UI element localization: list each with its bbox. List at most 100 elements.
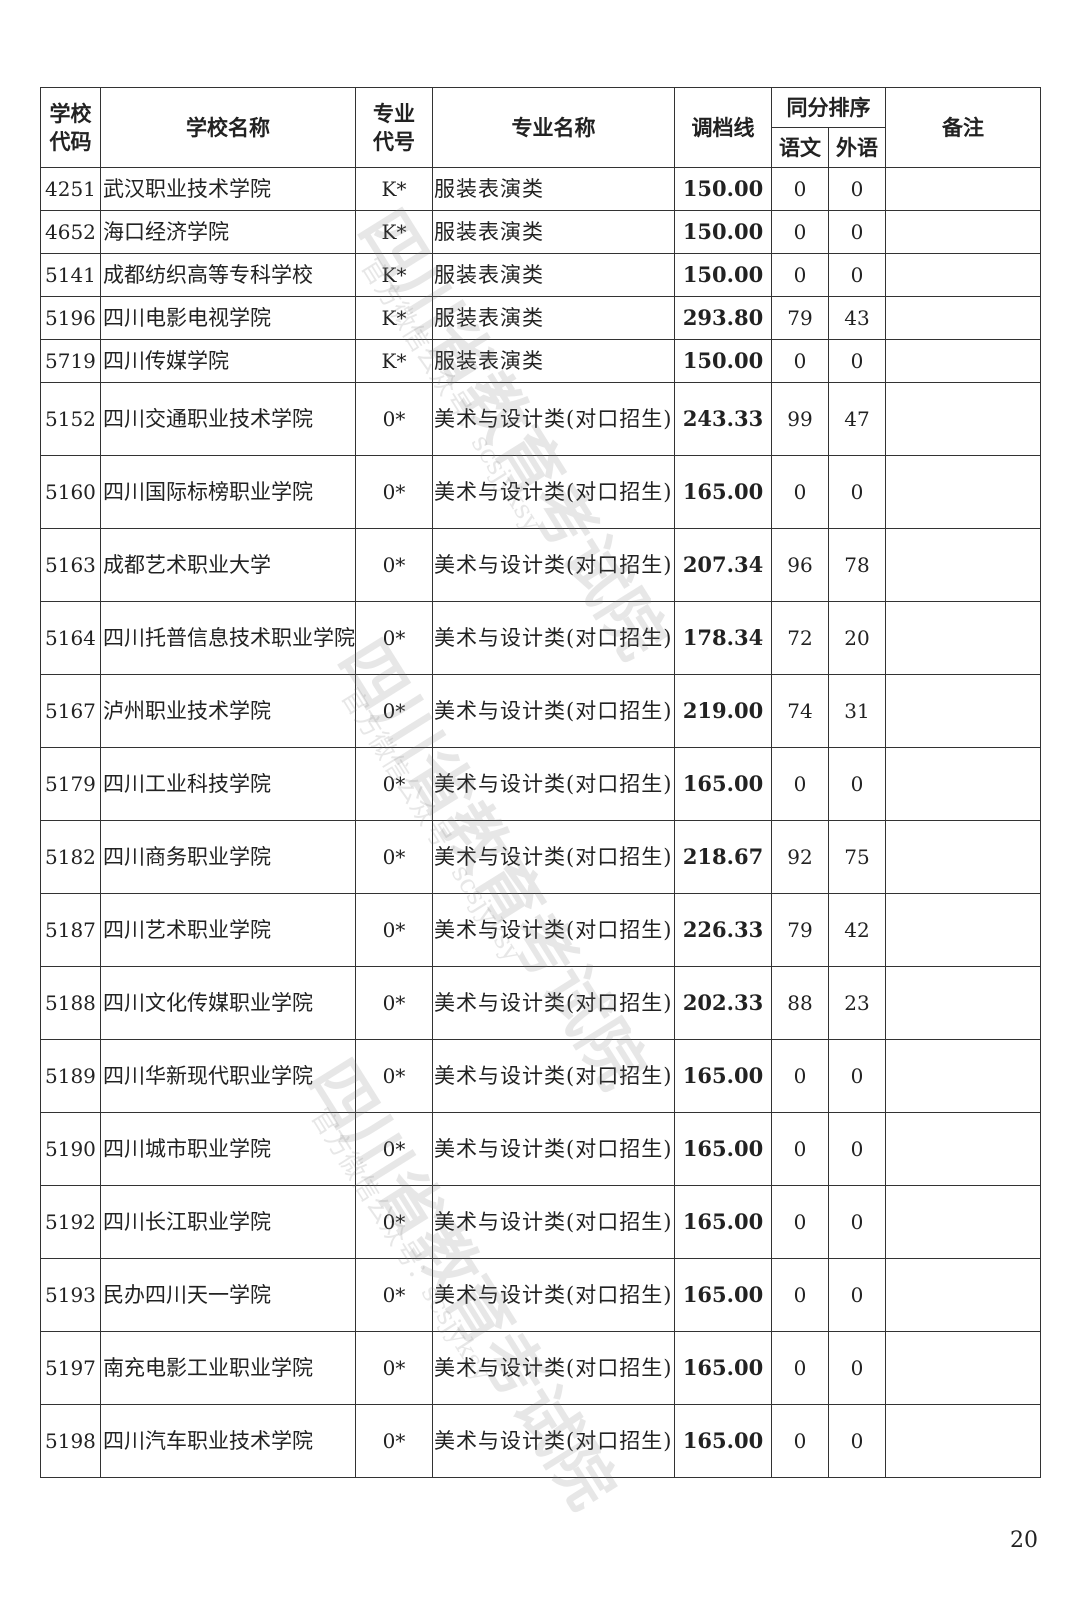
major-name-cell: 美术与设计类(对口招生) [432, 455, 675, 529]
school-code-cell: 4652 [40, 210, 101, 254]
remarks-cell [885, 674, 1041, 748]
school-name-cell: 四川文化传媒职业学院 [100, 966, 356, 1040]
school-name-cell: 四川交通职业技术学院 [100, 382, 356, 456]
major-code-cell: 0* [355, 1258, 433, 1332]
foreign-rank-cell: 0 [828, 1185, 886, 1259]
school-code-cell: 5164 [40, 601, 101, 675]
major-name-cell: 服装表演类 [432, 253, 675, 297]
major-name-cell: 美术与设计类(对口招生) [432, 1331, 675, 1405]
chinese-rank-cell: 0 [771, 455, 829, 529]
remarks-cell [885, 455, 1041, 529]
school-code-cell: 5193 [40, 1258, 101, 1332]
foreign-rank-cell: 78 [828, 528, 886, 602]
chinese-rank-cell: 99 [771, 382, 829, 456]
major-code-cell: K* [355, 296, 433, 340]
remarks-cell [885, 339, 1041, 383]
remarks-cell [885, 1039, 1041, 1113]
chinese-rank-cell: 74 [771, 674, 829, 748]
cutoff-score-cell: 165.00 [674, 1185, 772, 1259]
table-row: 5179 四川工业科技学院 0* 美术与设计类(对口招生) 165.00 0 0 [40, 747, 1041, 821]
school-name-cell: 四川商务职业学院 [100, 820, 356, 894]
school-code-cell: 5163 [40, 528, 101, 602]
table-row: 5192 四川长江职业学院 0* 美术与设计类(对口招生) 165.00 0 0 [40, 1185, 1041, 1259]
remarks-cell [885, 1258, 1041, 1332]
chinese-rank-cell: 0 [771, 210, 829, 254]
cutoff-score-cell: 219.00 [674, 674, 772, 748]
major-name-cell: 美术与设计类(对口招生) [432, 820, 675, 894]
cutoff-score-cell: 178.34 [674, 601, 772, 675]
cutoff-score-cell: 293.80 [674, 296, 772, 340]
school-code-cell: 5152 [40, 382, 101, 456]
major-name-cell: 美术与设计类(对口招生) [432, 747, 675, 821]
cutoff-score-cell: 218.67 [674, 820, 772, 894]
school-name-cell: 四川长江职业学院 [100, 1185, 356, 1259]
school-code-cell: 5160 [40, 455, 101, 529]
foreign-rank-cell: 0 [828, 210, 886, 254]
school-name-cell: 四川电影电视学院 [100, 296, 356, 340]
cutoff-score-cell: 243.33 [674, 382, 772, 456]
chinese-rank-cell: 0 [771, 1185, 829, 1259]
cutoff-score-cell: 165.00 [674, 1404, 772, 1478]
school-name-cell: 民办四川天一学院 [100, 1258, 356, 1332]
foreign-rank-cell: 0 [828, 253, 886, 297]
cutoff-score-cell: 150.00 [674, 253, 772, 297]
cutoff-score-cell: 165.00 [674, 747, 772, 821]
remarks-cell [885, 893, 1041, 967]
chinese-rank-cell: 0 [771, 339, 829, 383]
school-name-cell: 成都纺织高等专科学校 [100, 253, 356, 297]
school-code-cell: 5141 [40, 253, 101, 297]
chinese-rank-cell: 0 [771, 1039, 829, 1113]
foreign-rank-cell: 47 [828, 382, 886, 456]
major-name-cell: 美术与设计类(对口招生) [432, 528, 675, 602]
table-row: 5193 民办四川天一学院 0* 美术与设计类(对口招生) 165.00 0 0 [40, 1258, 1041, 1332]
cutoff-score-cell: 165.00 [674, 1039, 772, 1113]
school-name-cell: 成都艺术职业大学 [100, 528, 356, 602]
chinese-rank-cell: 79 [771, 893, 829, 967]
school-name-cell: 武汉职业技术学院 [100, 167, 356, 211]
major-name-cell: 美术与设计类(对口招生) [432, 1039, 675, 1113]
chinese-rank-cell: 72 [771, 601, 829, 675]
foreign-rank-cell: 42 [828, 893, 886, 967]
table-row: 5198 四川汽车职业技术学院 0* 美术与设计类(对口招生) 165.00 0 0 [40, 1404, 1041, 1478]
major-code-cell: 0* [355, 820, 433, 894]
header-tie-order: 同分排序 [771, 87, 886, 128]
major-code-cell: 0* [355, 1404, 433, 1478]
remarks-cell [885, 528, 1041, 602]
remarks-cell [885, 296, 1041, 340]
school-name-cell: 海口经济学院 [100, 210, 356, 254]
remarks-cell [885, 167, 1041, 211]
school-name-cell: 四川艺术职业学院 [100, 893, 356, 967]
school-name-cell: 四川华新现代职业学院 [100, 1039, 356, 1113]
chinese-rank-cell: 96 [771, 528, 829, 602]
school-code-cell: 5189 [40, 1039, 101, 1113]
school-name-cell: 四川城市职业学院 [100, 1112, 356, 1186]
cutoff-score-cell: 150.00 [674, 339, 772, 383]
major-name-cell: 美术与设计类(对口招生) [432, 601, 675, 675]
foreign-rank-cell: 23 [828, 966, 886, 1040]
foreign-rank-cell: 20 [828, 601, 886, 675]
cutoff-score-cell: 150.00 [674, 167, 772, 211]
major-code-cell: 0* [355, 1112, 433, 1186]
major-code-cell: 0* [355, 1331, 433, 1405]
chinese-rank-cell: 0 [771, 1112, 829, 1186]
school-name-cell: 南充电影工业职业学院 [100, 1331, 356, 1405]
major-name-cell: 服装表演类 [432, 167, 675, 211]
school-name-cell: 四川传媒学院 [100, 339, 356, 383]
major-code-cell: 0* [355, 601, 433, 675]
cutoff-score-cell: 226.33 [674, 893, 772, 967]
table-row: 5163 成都艺术职业大学 0* 美术与设计类(对口招生) 207.34 96 78 [40, 528, 1041, 602]
major-name-cell: 美术与设计类(对口招生) [432, 893, 675, 967]
table-row: 4251 武汉职业技术学院 K* 服装表演类 150.00 0 0 [40, 167, 1041, 211]
school-code-cell: 5196 [40, 296, 101, 340]
table-row: 5190 四川城市职业学院 0* 美术与设计类(对口招生) 165.00 0 0 [40, 1112, 1041, 1186]
header-foreign: 外语 [828, 127, 886, 168]
remarks-cell [885, 1331, 1041, 1405]
table-row: 5187 四川艺术职业学院 0* 美术与设计类(对口招生) 226.33 79 42 [40, 893, 1041, 967]
remarks-cell [885, 747, 1041, 821]
foreign-rank-cell: 0 [828, 167, 886, 211]
admission-cutoff-table: 学校代码 学校名称 专业代号 专业名称 调档线 同分排序 备注 语文 外语 42… [40, 87, 1041, 1478]
table-row: 5167 泸州职业技术学院 0* 美术与设计类(对口招生) 219.00 74 31 [40, 674, 1041, 748]
table-row: 5182 四川商务职业学院 0* 美术与设计类(对口招生) 218.67 92 75 [40, 820, 1041, 894]
foreign-rank-cell: 0 [828, 747, 886, 821]
page-number: 20 [1010, 1528, 1038, 1553]
